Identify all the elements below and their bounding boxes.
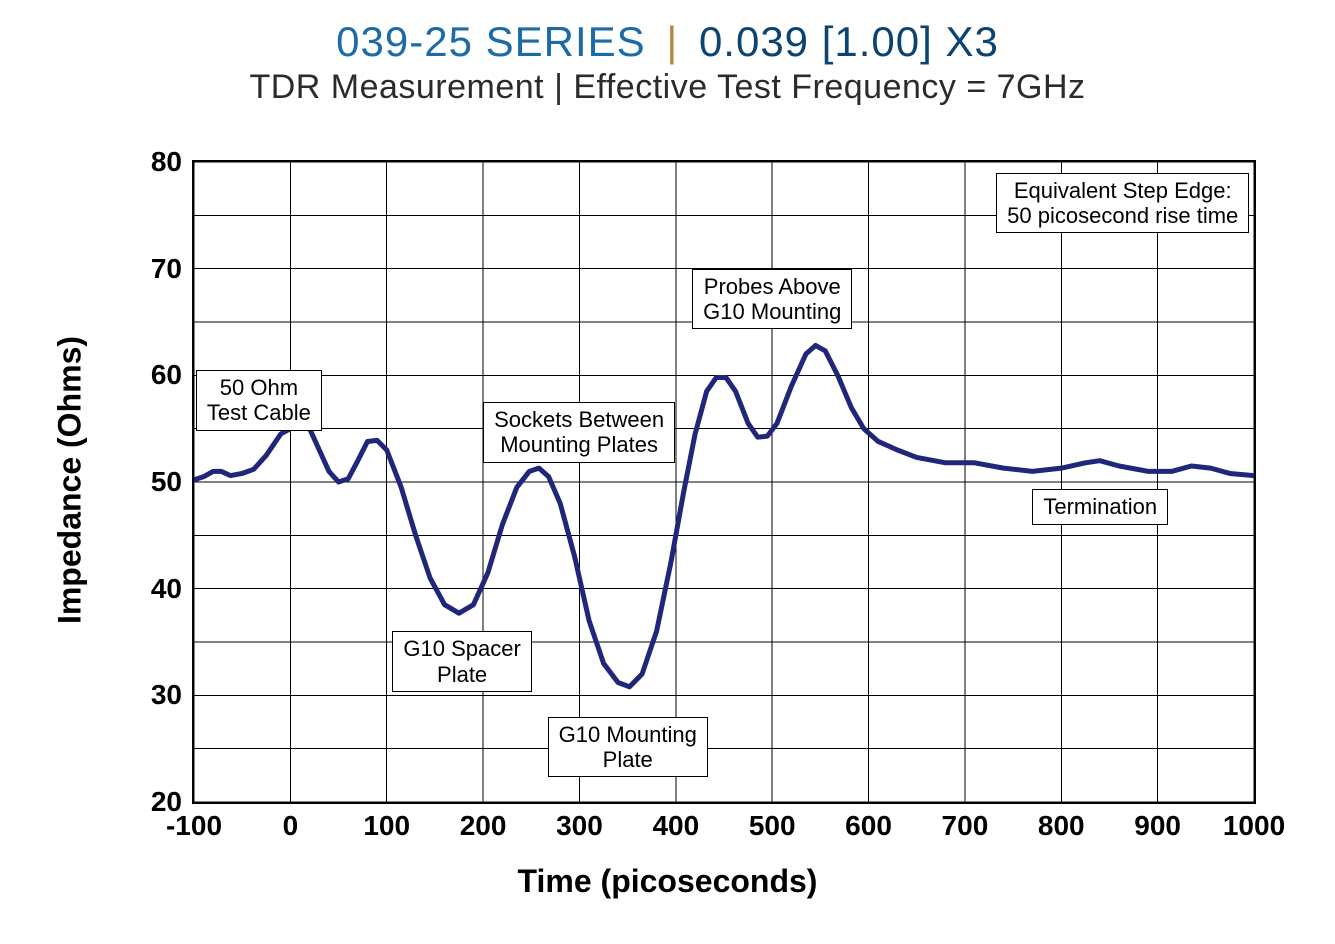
- y-tick-label: 40: [151, 573, 194, 605]
- y-axis-label: Impedance (Ohms): [52, 336, 89, 624]
- y-tick-label: 80: [151, 146, 194, 178]
- x-tick-label: 600: [845, 802, 892, 842]
- callout-spacer: G10 SpacerPlate: [392, 631, 531, 692]
- callout-mounting: G10 MountingPlate: [548, 717, 708, 778]
- x-tick-label: 500: [749, 802, 796, 842]
- y-tick-label: 30: [151, 679, 194, 711]
- plot-area: 20304050607080-1000100200300400500600700…: [192, 160, 1256, 804]
- x-tick-label: 700: [942, 802, 989, 842]
- plot-svg: [194, 162, 1254, 802]
- x-tick-label: 0: [283, 802, 299, 842]
- x-tick-label: 100: [363, 802, 410, 842]
- x-tick-label: -100: [166, 802, 222, 842]
- x-tick-label: 1000: [1223, 802, 1285, 842]
- chart-subtitle: TDR Measurement | Effective Test Frequen…: [0, 68, 1335, 107]
- y-tick-label: 70: [151, 253, 194, 285]
- x-tick-label: 900: [1134, 802, 1181, 842]
- x-tick-label: 200: [460, 802, 507, 842]
- callout-termination: Termination: [1032, 489, 1168, 524]
- y-tick-label: 50: [151, 466, 194, 498]
- x-tick-label: 400: [652, 802, 699, 842]
- callout-test-cable: 50 OhmTest Cable: [196, 370, 322, 431]
- callout-probes: Probes AboveG10 Mounting: [692, 269, 852, 330]
- callout-step-edge: Equivalent Step Edge:50 picosecond rise …: [996, 173, 1249, 234]
- title-divider: |: [658, 18, 686, 65]
- page: 039-25 SERIES | 0.039 [1.00] X3 TDR Meas…: [0, 0, 1335, 944]
- y-tick-label: 60: [151, 359, 194, 391]
- x-tick-label: 800: [1038, 802, 1085, 842]
- title-model-text: 0.039 [1.00] X3: [699, 18, 999, 65]
- title-series-text: 039-25 SERIES: [336, 18, 646, 65]
- chart-container: Impedance (Ohms) Time (picoseconds) 2030…: [60, 140, 1275, 900]
- x-tick-label: 300: [556, 802, 603, 842]
- gridlines: [194, 162, 1254, 802]
- callout-sockets: Sockets BetweenMounting Plates: [483, 402, 675, 463]
- x-axis-label: Time (picoseconds): [60, 863, 1275, 900]
- chart-title: 039-25 SERIES | 0.039 [1.00] X3: [0, 18, 1335, 66]
- title-block: 039-25 SERIES | 0.039 [1.00] X3 TDR Meas…: [0, 0, 1335, 107]
